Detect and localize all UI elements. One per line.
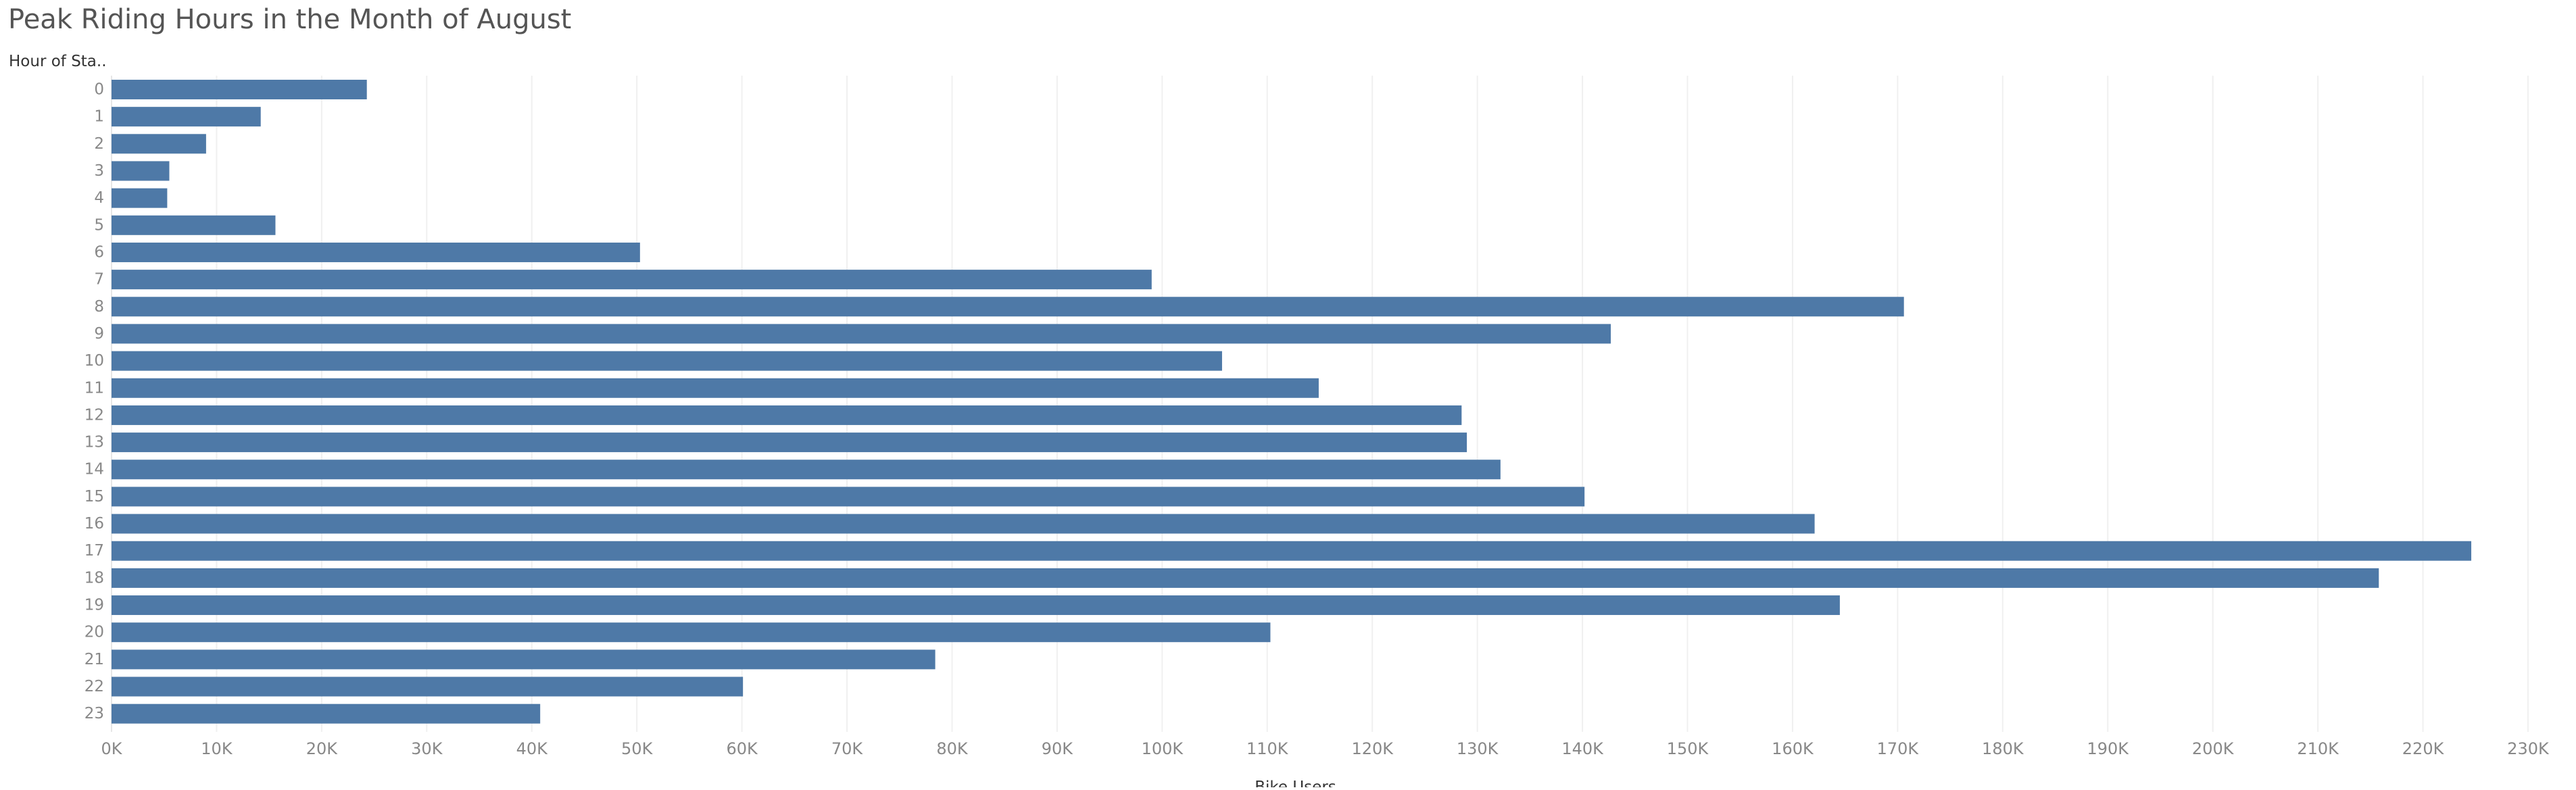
bar xyxy=(112,595,1840,616)
y-tick-label: 6 xyxy=(94,243,104,261)
y-tick-label: 1 xyxy=(94,108,104,126)
x-tick-label: 200K xyxy=(2192,739,2235,758)
bar xyxy=(112,622,1271,643)
bar xyxy=(112,703,541,724)
y-tick-label: 20 xyxy=(84,624,104,641)
y-tick-label: 22 xyxy=(84,678,104,695)
x-tick-label: 210K xyxy=(2297,739,2339,758)
y-tick-label: 7 xyxy=(94,271,104,289)
bars xyxy=(112,80,2472,724)
y-tick-label: 5 xyxy=(94,216,104,234)
bar xyxy=(112,324,1611,344)
bar xyxy=(112,270,1152,290)
y-tick-label: 16 xyxy=(84,515,104,533)
y-tick-label: 11 xyxy=(84,379,104,397)
bar xyxy=(112,487,1585,507)
x-tick-label: 90K xyxy=(1042,739,1074,758)
x-tick-label: 30K xyxy=(411,739,443,758)
bar xyxy=(112,215,276,235)
bar xyxy=(112,568,2379,588)
x-tick-label: 130K xyxy=(1457,739,1499,758)
y-tick-label: 23 xyxy=(84,705,104,722)
x-tick-label: 20K xyxy=(306,739,339,758)
bar xyxy=(112,514,1815,534)
bar xyxy=(112,161,170,181)
y-tick-label: 12 xyxy=(84,406,104,424)
x-tick-label: 220K xyxy=(2402,739,2445,758)
y-tick-label: 0 xyxy=(94,81,104,99)
bar xyxy=(112,541,2472,561)
bar xyxy=(112,378,1319,398)
y-tick-label: 9 xyxy=(94,325,104,343)
y-tick-label: 13 xyxy=(84,434,104,451)
x-tick-label: 190K xyxy=(2087,739,2129,758)
y-tick-label: 18 xyxy=(84,569,104,587)
y-tick-label: 8 xyxy=(94,298,104,316)
x-tick-label: 180K xyxy=(1982,739,2024,758)
page-title: Peak Riding Hours in the Month of August xyxy=(8,4,572,35)
x-tick-label: 0K xyxy=(101,739,122,758)
y-tick-label: 19 xyxy=(84,597,104,614)
x-axis-title: Bike Users xyxy=(1255,779,1336,787)
y-tick-label: 2 xyxy=(94,135,104,153)
bar xyxy=(112,460,1501,480)
y-tick-label: 21 xyxy=(84,651,104,668)
bar xyxy=(112,351,1222,371)
bar xyxy=(112,405,1462,425)
x-tick-label: 50K xyxy=(621,739,654,758)
bar xyxy=(112,242,640,262)
bar xyxy=(112,676,744,697)
bar xyxy=(112,649,935,670)
x-tick-label: 60K xyxy=(726,739,758,758)
bar xyxy=(112,107,261,127)
x-tick-label: 120K xyxy=(1351,739,1394,758)
y-tick-label: 17 xyxy=(84,542,104,560)
x-tick-label: 40K xyxy=(516,739,549,758)
x-tick-label: 230K xyxy=(2507,739,2550,758)
x-tick-label: 70K xyxy=(831,739,864,758)
x-tick-label: 170K xyxy=(1877,739,1920,758)
y-tick-label: 14 xyxy=(84,461,104,478)
y-axis-title: Hour of Sta.. xyxy=(9,53,107,70)
x-tick-label: 10K xyxy=(201,739,233,758)
x-axis-tick-labels: 0K 10K 20K 30K 40K 50K 60K 70K 80K 90K 100K 110K 120… xyxy=(101,739,2550,758)
x-tick-label: 150K xyxy=(1667,739,1709,758)
x-tick-label: 80K xyxy=(936,739,969,758)
x-tick-label: 160K xyxy=(1772,739,1814,758)
x-tick-label: 110K xyxy=(1246,739,1289,758)
x-tick-label: 140K xyxy=(1561,739,1604,758)
gridlines xyxy=(111,76,2529,732)
y-tick-label: 10 xyxy=(84,352,104,370)
bar xyxy=(112,297,1904,317)
y-tick-label: 15 xyxy=(84,488,104,505)
x-tick-label: 100K xyxy=(1142,739,1184,758)
y-tick-label: 4 xyxy=(94,189,104,207)
bar xyxy=(112,188,168,208)
bar xyxy=(112,80,367,99)
bar xyxy=(112,134,206,154)
y-tick-label: 3 xyxy=(94,162,104,180)
bar xyxy=(112,433,1467,453)
